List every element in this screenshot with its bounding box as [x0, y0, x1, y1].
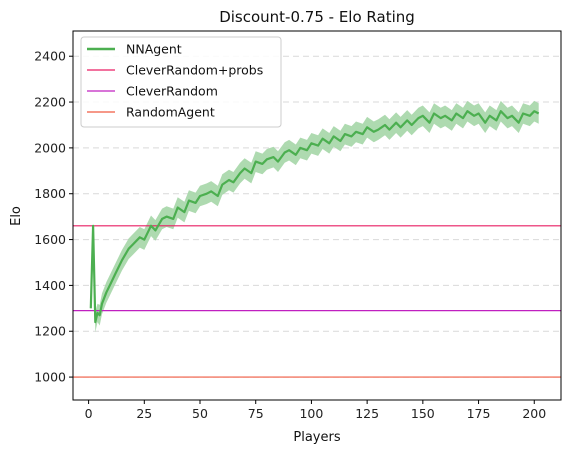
x-tick-label: 50 — [192, 406, 208, 421]
x-tick-label: 125 — [355, 406, 379, 421]
legend-label: RandomAgent — [126, 105, 215, 120]
x-tick-label: 150 — [411, 406, 435, 421]
y-axis-label: Elo — [9, 206, 24, 226]
legend-box — [80, 36, 282, 128]
y-tick-label: 2400 — [34, 49, 66, 64]
y-tick-label: 1400 — [34, 278, 66, 293]
legend-label: NNAgent — [126, 42, 182, 57]
legend-label: CleverRandom+probs — [126, 63, 263, 78]
y-tick-label: 2000 — [34, 140, 66, 155]
y-tick-label: 1200 — [34, 324, 66, 339]
x-tick-label: 0 — [85, 406, 93, 421]
chart-title: Discount-0.75 - Elo Rating — [219, 8, 415, 26]
y-tick-label: 1600 — [34, 232, 66, 247]
x-tick-label: 175 — [467, 406, 491, 421]
y-axis-ticks: 1000 1200 1400 1600 1800 2000 2200 2400 — [34, 49, 73, 385]
legend-label: CleverRandom — [126, 84, 218, 99]
reference-lines — [73, 225, 561, 378]
y-tick-label: 1800 — [34, 186, 66, 201]
x-axis-ticks: 0 25 50 75 100 125 150 175 200 — [85, 400, 546, 421]
y-tick-label: 2200 — [34, 95, 66, 110]
x-tick-label: 75 — [248, 406, 264, 421]
plot-frame — [72, 30, 562, 401]
x-axis-label: Players — [293, 430, 340, 445]
x-tick-label: 100 — [299, 406, 323, 421]
x-tick-label: 25 — [136, 406, 152, 421]
series-line-layer — [89, 110, 540, 324]
nnagent-series-line — [89, 110, 540, 324]
legend: NNAgent CleverRandom+probs CleverRandom Ran… — [80, 36, 282, 128]
x-tick-label: 200 — [522, 406, 546, 421]
confidence-band-layer — [90, 100, 539, 333]
y-tick-label: 1000 — [34, 370, 66, 385]
nnagent-confidence-band — [90, 100, 539, 333]
